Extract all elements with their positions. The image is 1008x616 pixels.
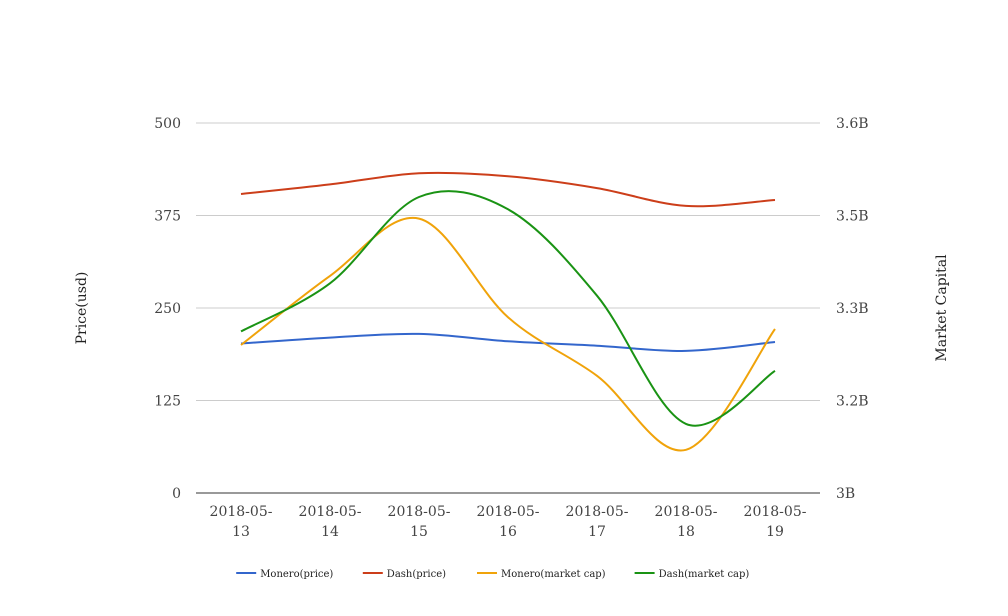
gridlines	[196, 122, 820, 494]
x-tick-label: 2018-05-16	[477, 504, 540, 540]
legend-label: Monero(market cap)	[501, 569, 606, 580]
y-right-tick-label: 3B	[836, 486, 855, 502]
x-tick-label: 2018-05-18	[655, 504, 718, 540]
x-tick-label: 2018-05-17	[566, 504, 629, 540]
legend-item-1[interactable]: Dash(price)	[362, 569, 446, 580]
legend-item-3[interactable]: Dash(market cap)	[634, 569, 750, 580]
y-axis-left-label: Price(usd)	[74, 272, 90, 345]
series-line-1	[240, 171, 776, 208]
legend-label: Monero(price)	[260, 569, 333, 580]
legend-label: Dash(market cap)	[659, 569, 750, 580]
y-right-tick-label: 3.5B	[836, 209, 869, 225]
y-right-tick-label: 3.6B	[836, 116, 869, 132]
series-line-0	[240, 332, 776, 352]
x-tick-label: 2018-05-13	[210, 504, 273, 540]
right-axis-ticks: 3.6B 3.5B 3.3B 3.2B 3B	[836, 116, 869, 502]
series-line-3	[240, 190, 776, 427]
x-tick-label: 2018-05-19	[744, 504, 807, 540]
y-left-tick-label: 500	[154, 116, 181, 132]
y-left-tick-label: 375	[154, 209, 181, 225]
x-tick-label: 2018-05-15	[388, 504, 451, 540]
y-left-tick-label: 0	[172, 486, 181, 502]
left-axis-ticks: 500 375 250 125 0	[154, 116, 181, 502]
y-left-tick-label: 250	[154, 301, 181, 317]
legend-item-2[interactable]: Monero(market cap)	[477, 569, 606, 580]
legend-label: Dash(price)	[387, 569, 446, 580]
x-axis-ticks: 2018-05-13 2018-05-14 2018-05-15 2018-05-16…	[210, 504, 807, 540]
legend-item-0[interactable]: Monero(price)	[236, 569, 333, 580]
legend[interactable]: Monero(price) Dash(price) Monero(market ca…	[236, 569, 749, 580]
series-line-2	[240, 216, 776, 452]
y-right-tick-label: 3.2B	[836, 394, 869, 410]
x-tick-label: 2018-05-14	[299, 504, 362, 540]
y-axis-right-label: Market Capital	[934, 254, 950, 362]
y-left-tick-label: 125	[154, 394, 181, 410]
y-right-tick-label: 3.3B	[836, 301, 869, 317]
series-lines	[240, 171, 776, 452]
